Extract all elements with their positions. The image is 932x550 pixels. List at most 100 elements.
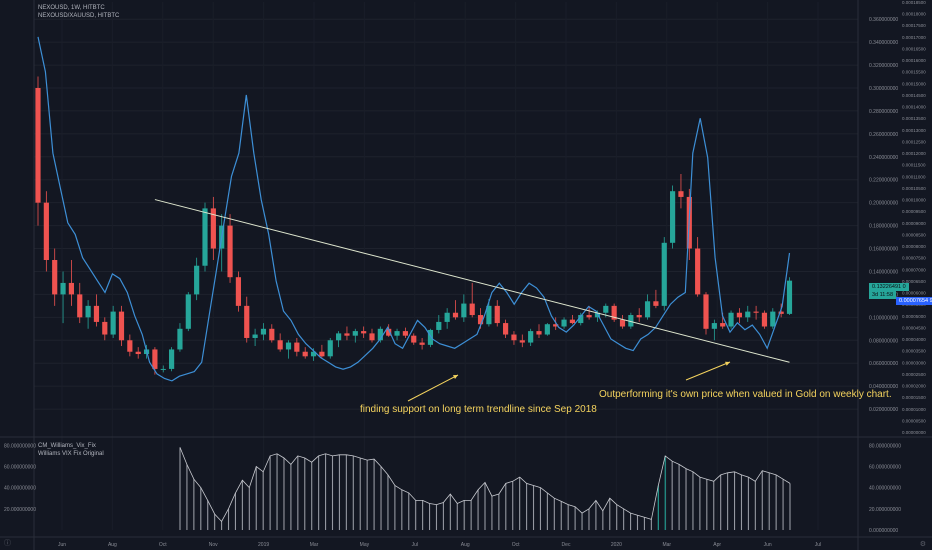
candle-body <box>327 340 333 357</box>
main-legend: NEXOUSD, 1W, HITBTC NEXOUSD/XAUUSD, HITB… <box>38 4 119 20</box>
candle-body <box>202 208 208 266</box>
candle-body <box>152 349 158 369</box>
candle-body <box>778 311 784 314</box>
annotation-arrow <box>685 361 731 381</box>
vix-fix-bars <box>179 447 791 530</box>
candle-body <box>169 349 175 369</box>
candle-body <box>511 334 517 341</box>
candle-body <box>319 351 325 357</box>
secondary-tick-label: 0.00018500 <box>902 0 926 5</box>
candle-body <box>569 319 575 324</box>
tradingview-logo-icon[interactable]: ⓘ <box>4 540 11 547</box>
candle-body <box>35 88 41 203</box>
candle-body <box>127 340 133 352</box>
candle-body <box>661 242 667 306</box>
candle-body <box>628 315 634 327</box>
candle-body <box>636 315 642 318</box>
primary-tick-label: 0.300000000 <box>869 86 898 92</box>
candle-body <box>611 305 617 320</box>
candle-body <box>394 331 400 336</box>
primary-tick-label: 0.060000000 <box>869 361 898 367</box>
secondary-tick-label: 0.00015000 <box>902 81 926 86</box>
secondary-tick-label: 0.00000000 <box>902 430 926 435</box>
secondary-tick-label: 0.00003000 <box>902 360 926 365</box>
vix-left-tick-label: 20.000000000 <box>4 507 36 513</box>
secondary-tick-label: 0.00007000 <box>902 267 926 272</box>
candle-body <box>93 305 100 322</box>
candle-body <box>486 305 492 325</box>
secondary-tick-label: 0.00014500 <box>902 93 926 98</box>
candle-body <box>244 305 250 338</box>
candle-body <box>786 280 793 314</box>
secondary-tick-label: 0.00011000 <box>902 174 926 179</box>
ratio-line-label: NEXOUSD/XAUUSD, HITBTC <box>38 13 120 19</box>
candle-body <box>411 335 417 343</box>
candle-body <box>544 324 550 335</box>
secondary-tick-label: 0.00008000 <box>902 244 926 249</box>
candle-body <box>118 311 125 341</box>
candle-body <box>703 294 709 329</box>
candlestick-series <box>35 76 793 375</box>
secondary-tick-label: 0.00009000 <box>902 221 926 226</box>
candle-body <box>528 331 534 343</box>
primary-tick-label: 0.180000000 <box>869 224 898 230</box>
candle-body <box>135 351 141 355</box>
secondary-tick-label: 0.00000500 <box>902 418 926 423</box>
secondary-tick-label: 0.00012000 <box>902 151 926 156</box>
candle-body <box>653 301 659 306</box>
candle-body <box>52 260 58 295</box>
x-tick-label: Oct <box>159 542 167 548</box>
secondary-tick-label: 0.00009500 <box>902 209 926 214</box>
candle-body <box>252 334 258 338</box>
x-tick-label: Oct <box>512 542 520 548</box>
annotation-arrow <box>407 374 459 402</box>
x-tick-label: Jul <box>412 542 418 548</box>
secondary-tick-label: 0.00017500 <box>902 23 926 28</box>
ratio-price-tag: 0.13226491 0 <box>869 283 909 291</box>
candle-body <box>60 282 66 295</box>
candle-body <box>494 305 500 324</box>
candle-body <box>461 303 467 318</box>
x-tick-label: May <box>360 542 370 548</box>
candle-body <box>344 333 350 336</box>
candle-body <box>227 225 233 278</box>
candle-body <box>185 294 191 329</box>
candle-body <box>436 321 442 330</box>
primary-tick-label: 0.200000000 <box>869 201 898 207</box>
secondary-tick-label: 0.00004500 <box>902 325 926 330</box>
candle-body <box>619 319 626 327</box>
secondary-tick-label: 0.00004000 <box>902 337 926 342</box>
x-tick-label: Aug <box>461 542 470 548</box>
ratio-line-series <box>37 36 791 382</box>
secondary-tick-label: 0.00010000 <box>902 198 926 203</box>
secondary-tick-label: 0.00013500 <box>902 116 926 121</box>
candle-body <box>644 301 651 318</box>
secondary-tick-label: 0.00010500 <box>902 186 926 191</box>
x-tick-label: Mar <box>310 542 319 548</box>
vix-title: CM_Williams_Vix_Fix <box>38 443 96 449</box>
grid-lines <box>34 2 858 530</box>
candle-body <box>770 311 776 327</box>
secondary-tick-label: 0.00017000 <box>902 35 926 40</box>
candle-body <box>720 323 726 327</box>
settings-gear-icon[interactable]: ⚙ <box>919 541 926 548</box>
candle-body <box>761 312 768 327</box>
secondary-tick-label: 0.00008500 <box>902 232 926 237</box>
secondary-tick-label: 0.00001000 <box>902 407 926 412</box>
secondary-tick-label: 0.00014000 <box>902 105 926 110</box>
annotation-arrowhead <box>453 375 458 380</box>
candle-body <box>352 331 358 336</box>
candle-body <box>302 351 308 357</box>
secondary-tick-label: 0.00011500 <box>902 163 926 168</box>
x-tick-label: Dec <box>562 542 571 548</box>
primary-tick-label: 0.220000000 <box>869 178 898 184</box>
secondary-tick-label: 0.00013000 <box>902 128 926 133</box>
secondary-tick-label: 0.00016000 <box>902 58 926 63</box>
primary-tick-label: 0.020000000 <box>869 407 898 413</box>
candle-body <box>519 340 525 343</box>
vix-left-tick-label: 80.000000000 <box>4 443 36 449</box>
candle-body <box>603 305 609 313</box>
candle-body <box>678 191 684 197</box>
x-tick-label: Aug <box>108 542 117 548</box>
